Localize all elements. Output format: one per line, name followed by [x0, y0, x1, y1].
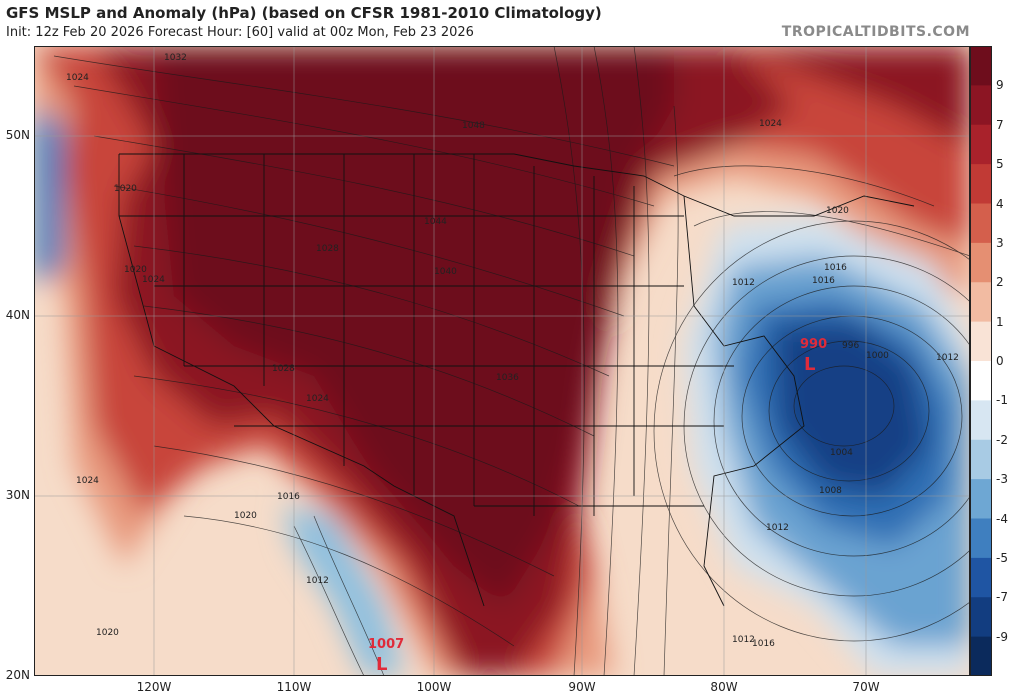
lon-label-80w: 80W	[710, 680, 738, 694]
low-990-value: 990	[800, 337, 827, 352]
colorbar-label: 4	[996, 196, 1004, 211]
colorbar-swatch	[970, 361, 992, 401]
isobar-label: 1012	[306, 576, 329, 586]
isobar-label: 1012	[732, 635, 755, 645]
isobar-label: 1008	[819, 486, 842, 496]
map-title: GFS MSLP and Anomaly (hPa) (based on CFS…	[6, 4, 602, 22]
colorbar-swatch	[970, 164, 992, 204]
isobar-label: 1044	[424, 217, 447, 227]
colorbar-label: -7	[996, 590, 1008, 605]
pressure-anomaly-map: 1032102410481020102010241028104410401028…	[34, 46, 970, 676]
isobars	[53, 46, 970, 676]
isobar-label: 1012	[766, 523, 789, 533]
isobar-label: 1004	[830, 448, 853, 458]
low-1007-value: 1007	[368, 637, 404, 652]
isobar-label: 1024	[66, 73, 89, 83]
isobar-label: 1048	[462, 121, 485, 131]
isobar-label: 1012	[936, 353, 959, 363]
isobar-label: 1000	[866, 351, 889, 361]
colorbar-label: 1	[996, 314, 1004, 329]
colorbar-swatch	[970, 597, 992, 638]
isobar-label: 1020	[234, 511, 257, 521]
boundaries	[118, 153, 915, 607]
low-1007-marker: L	[376, 654, 387, 675]
isobar-label: 1020	[826, 206, 849, 216]
colorbar-swatch	[970, 203, 992, 244]
isobar-label: 1024	[76, 476, 99, 486]
lat-label-20n: 20N	[5, 668, 30, 682]
colorbar-label: -3	[996, 472, 1008, 487]
colorbar-label: -9	[996, 629, 1008, 644]
isobar-label: 1040	[434, 267, 457, 277]
isobar-label: 1016	[752, 639, 775, 649]
colorbar-label: 5	[996, 157, 1004, 172]
grid-lines	[34, 46, 970, 676]
colorbar-swatch	[970, 557, 992, 598]
brand-watermark: TROPICALTIDBITS.COM	[781, 24, 970, 40]
colorbar-swatch	[970, 479, 992, 519]
colorbar-swatch	[970, 242, 992, 283]
colorbar	[970, 46, 992, 676]
isobar-label: 1012	[732, 278, 755, 288]
isobar-labels: 1032102410481020102010241028104410401028…	[66, 53, 959, 649]
lon-label-110w: 110W	[276, 680, 312, 694]
lat-label-40n: 40N	[5, 308, 30, 322]
isobar-label: 1016	[824, 263, 847, 273]
isobar-label: 1036	[496, 373, 519, 383]
lat-label-50n: 50N	[5, 128, 30, 142]
colorbar-swatch	[970, 518, 992, 559]
colorbar-swatch	[970, 400, 992, 441]
isobar-label: 1028	[316, 244, 339, 254]
colorbar-label: 0	[996, 354, 1004, 368]
colorbar-swatch	[970, 439, 992, 480]
colorbar-swatch	[970, 321, 992, 362]
colorbar-label: -2	[996, 432, 1008, 447]
colorbar-label: -4	[996, 511, 1008, 526]
isobar-label: 1020	[124, 265, 147, 275]
colorbar-label: 2	[996, 275, 1004, 290]
isobar-label: 1028	[272, 364, 295, 374]
isobar-label: 1020	[96, 628, 119, 638]
colorbar-swatch	[970, 636, 992, 676]
lon-label-90w: 90W	[568, 680, 596, 694]
isobar-label: 1016	[277, 492, 300, 502]
isobar-label: 1024	[759, 119, 782, 129]
isobar-label: 1016	[812, 276, 835, 286]
colorbar-label: -5	[996, 550, 1008, 565]
colorbar-swatch	[970, 85, 992, 126]
colorbar-label: -1	[996, 393, 1008, 408]
lon-label-70w: 70W	[852, 680, 880, 694]
map-subtitle: Init: 12z Feb 20 2026 Forecast Hour: [60…	[6, 25, 474, 40]
colorbar-label: 9	[996, 78, 1004, 93]
lat-label-30n: 30N	[5, 488, 30, 502]
low-990-marker: L	[804, 354, 815, 375]
lon-label-100w: 100W	[416, 680, 452, 694]
colorbar-swatch	[970, 124, 992, 165]
isobar-label: 1020	[114, 184, 137, 194]
isobar-label: 996	[842, 341, 859, 351]
colorbar-swatch	[970, 46, 992, 86]
isobar-label: 1032	[164, 53, 187, 63]
colorbar-swatch	[970, 282, 992, 323]
isobar-label: 1024	[306, 394, 329, 404]
colorbar-label: 7	[996, 117, 1004, 132]
lon-label-120w: 120W	[136, 680, 172, 694]
colorbar-label: 3	[996, 235, 1004, 250]
isobar-label: 1024	[142, 275, 165, 285]
